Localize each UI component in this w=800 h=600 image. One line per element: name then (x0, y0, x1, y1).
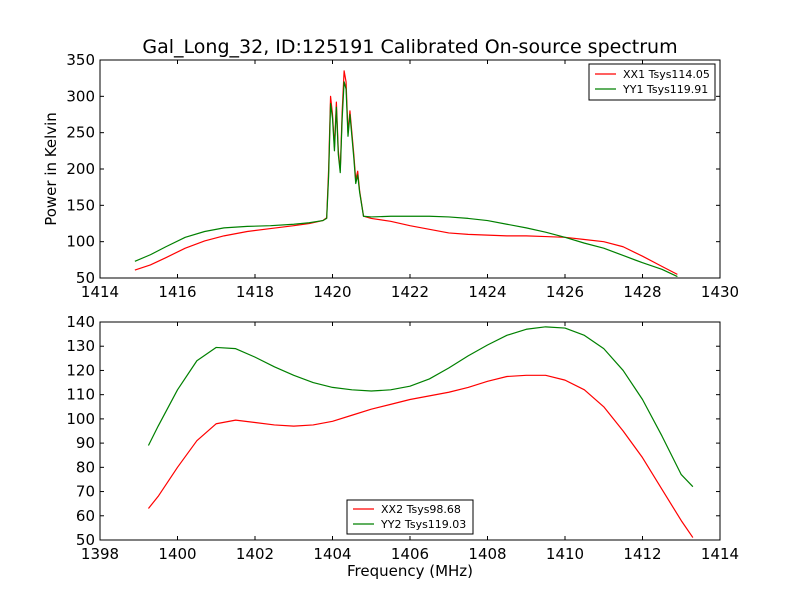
legend-label-yy1: YY1 Tsys119.91 (622, 83, 708, 96)
top-x-tick-label: 1428 (623, 283, 661, 301)
legend-label-yy2: YY2 Tsys119.03 (380, 518, 466, 531)
bottom-x-tick-label: 1400 (158, 545, 196, 563)
bottom-legend-box (346, 499, 474, 535)
bottom-y-tick-label: 140 (66, 313, 95, 331)
bottom-series-line-2 (147, 326, 694, 488)
top-legend: XX1 Tsys114.05 YY1 Tsys119.91 (588, 63, 716, 101)
chart-title: Gal_Long_32, ID:125191 Calibrated On-sou… (142, 36, 677, 58)
bottom-y-tick-label: 90 (76, 434, 95, 452)
top-y-axis-label: Power in Kelvin (42, 112, 60, 226)
bottom-y-tick-label: 110 (66, 386, 95, 404)
legend-label-xx1: XX1 Tsys114.05 (623, 68, 710, 81)
bottom-plot-ticks: 1398 1400 1402 1404 1406 1408 1410 1412 1414 50 60… (66, 313, 739, 563)
top-series-line-2 (134, 81, 678, 278)
top-y-tick-label: 350 (66, 51, 95, 69)
legend-label-xx2: XX2 Tsys98.68 (381, 503, 461, 516)
top-x-tick-label: 1430 (701, 283, 739, 301)
bottom-y-tick-label: 80 (76, 458, 95, 476)
top-x-tick-label: 1422 (391, 283, 429, 301)
top-y-tick-label: 200 (66, 160, 95, 178)
bottom-series-line-1 (147, 374, 694, 538)
top-y-tick-label: 250 (66, 124, 95, 142)
top-plot-lines (134, 70, 678, 278)
top-x-tick-label: 1416 (158, 283, 196, 301)
top-plot-panel: 1414 1416 1418 1420 1422 1424 1426 1428 1430 50 10… (42, 51, 739, 301)
top-y-tick-label: 150 (66, 196, 95, 214)
bottom-x-tick-label: 1414 (701, 545, 739, 563)
bottom-y-tick-label: 60 (76, 507, 95, 525)
top-legend-box (588, 63, 716, 101)
top-series-line-1 (134, 70, 678, 275)
bottom-y-tick-label: 120 (66, 361, 95, 379)
bottom-x-tick-label: 1406 (391, 545, 429, 563)
bottom-x-axis-label: Frequency (MHz) (347, 562, 473, 580)
top-x-tick-label: 1426 (546, 283, 584, 301)
top-x-tick-label: 1424 (468, 283, 506, 301)
top-x-tick-label: 1414 (81, 283, 119, 301)
bottom-legend: XX2 Tsys98.68 YY2 Tsys119.03 (346, 499, 474, 535)
top-y-tick-label: 300 (66, 87, 95, 105)
top-y-tick-label: 100 (66, 233, 95, 251)
top-plot-ticks: 1414 1416 1418 1420 1422 1424 1426 1428 1430 50 10… (66, 51, 739, 301)
top-x-tick-label: 1420 (313, 283, 351, 301)
top-y-tick-label: 50 (76, 269, 95, 287)
bottom-x-tick-label: 1402 (236, 545, 274, 563)
bottom-x-tick-label: 1410 (546, 545, 584, 563)
bottom-y-tick-label: 130 (66, 337, 95, 355)
bottom-x-tick-label: 1408 (468, 545, 506, 563)
bottom-plot-panel: 1398 1400 1402 1404 1406 1408 1410 1412 1414 50 60… (66, 313, 739, 580)
bottom-y-tick-label: 70 (76, 483, 95, 501)
bottom-plot-lines (147, 326, 694, 538)
bottom-x-tick-label: 1398 (81, 545, 119, 563)
bottom-y-tick-label: 100 (66, 410, 95, 428)
top-x-tick-label: 1418 (236, 283, 274, 301)
bottom-x-tick-label: 1412 (623, 545, 661, 563)
bottom-x-tick-label: 1404 (313, 545, 351, 563)
bottom-y-tick-label: 50 (76, 531, 95, 549)
